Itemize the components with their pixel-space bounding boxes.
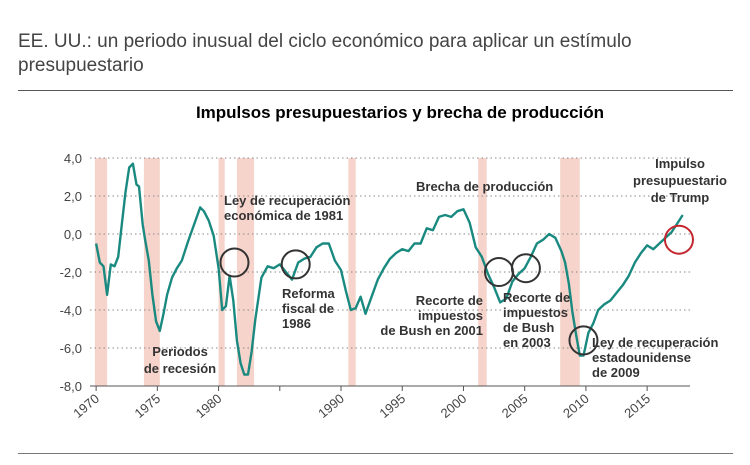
annotation-line: de Bush [503, 320, 554, 335]
chart-title: Impulsos presupuestarios y brecha de pro… [196, 103, 604, 122]
y-tick-label: -2,0 [60, 265, 82, 280]
x-tick-label: 2015 [621, 391, 653, 421]
x-tick-label: 2000 [438, 391, 470, 421]
x-tick-label: 1970 [70, 391, 102, 421]
y-tick-label: -4,0 [60, 303, 82, 318]
annotation-line: Brecha de producción [416, 179, 553, 194]
annotation-line: impuestos [503, 305, 568, 320]
annotation-line: fiscal de [282, 301, 334, 316]
annotation-line: 1986 [282, 316, 311, 331]
annotation-line: Recorte de [503, 290, 570, 305]
annotation-line: estadounidense [592, 350, 691, 365]
x-tick-label: 1990 [315, 391, 347, 421]
annotation-line: Recorte de [416, 293, 483, 308]
gap-label: Brecha de producción [416, 179, 553, 194]
y-tick-label: 4,0 [64, 151, 82, 166]
x-tick-label: 2010 [560, 391, 592, 421]
annotation-line: económica de 1981 [224, 208, 343, 223]
x-tick-label: 2005 [499, 391, 531, 421]
x-tick-label: 1975 [131, 391, 163, 421]
bush-2003-marker [510, 253, 541, 284]
event-markers [219, 224, 694, 356]
recession-label: Periodos de recesión [144, 344, 216, 376]
y-tick-label: -6,0 [60, 341, 82, 356]
act-1981-marker [219, 247, 250, 278]
reform-1986-marker [280, 249, 311, 280]
series-layer [94, 162, 684, 376]
y-tick-label: 0,0 [64, 227, 82, 242]
top-divider [18, 90, 733, 91]
annotation-line: de 2009 [592, 365, 640, 380]
grid-lines [90, 157, 690, 349]
annotation-line: Impulso [655, 156, 705, 171]
trump-label: Impulso presupuestario de Trump [633, 156, 727, 205]
annotation-line: en 2003 [503, 335, 551, 350]
annotation-line: presupuestario [633, 173, 727, 188]
annotation-line: Ley de recuperación [224, 193, 350, 208]
annotation-line: de Trump [651, 190, 710, 205]
page-title: EE. UU.: un periodo inusual del ciclo ec… [18, 31, 632, 76]
series-line [94, 162, 684, 376]
annotation-line: de Bush en 2001 [380, 323, 483, 338]
trump-marker [663, 224, 694, 255]
x-tick-label: 1995 [376, 391, 408, 421]
annotation-line: Ley de recuperación [592, 335, 718, 350]
annotation-line: Reforma [282, 286, 336, 301]
act-2009-marker [568, 325, 599, 356]
annotation-line: impuestos [418, 308, 483, 323]
x-tick-label: 1980 [193, 391, 225, 421]
bottom-divider [18, 453, 733, 454]
y-tick-label: 2,0 [64, 189, 82, 204]
annotation-line: de recesión [144, 361, 216, 376]
annotation-line: Periodos [152, 344, 208, 359]
recession-band [143, 158, 160, 386]
y-tick-label: -8,0 [60, 379, 82, 394]
recession-band [94, 158, 108, 386]
